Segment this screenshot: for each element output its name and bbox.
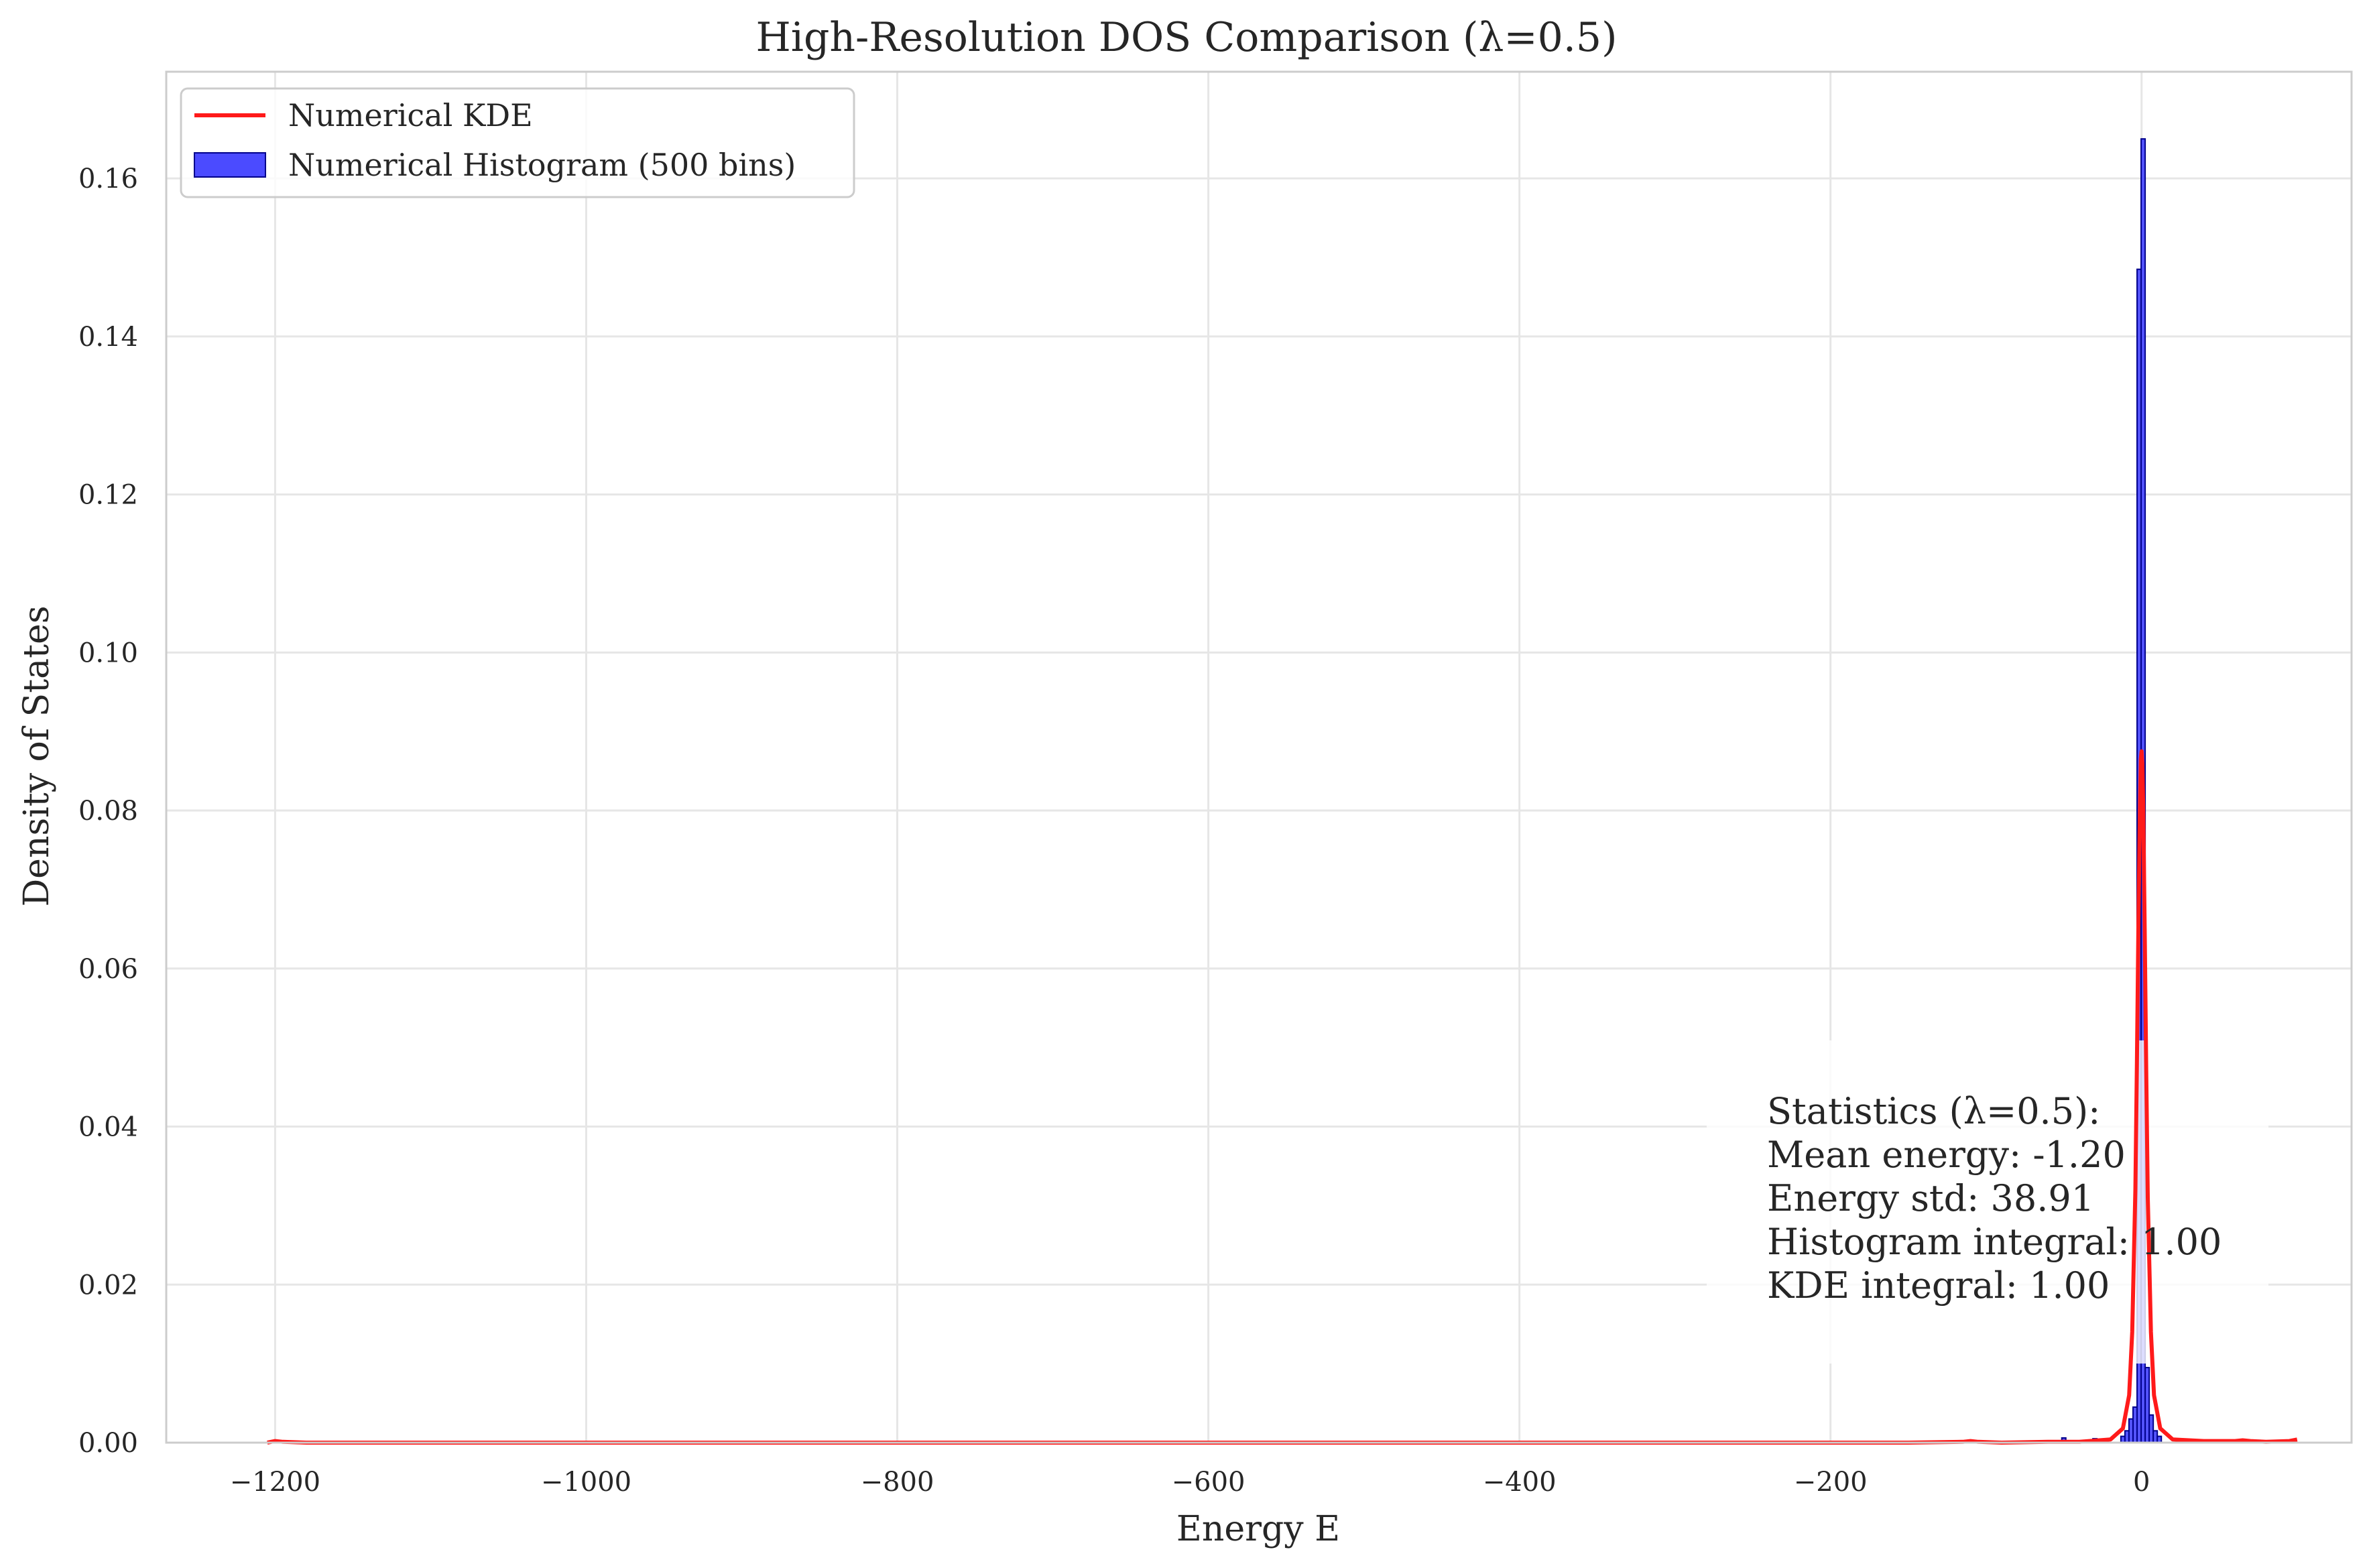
y-tick-label: 0.06 bbox=[78, 954, 138, 985]
y-tick-label: 0.12 bbox=[78, 480, 138, 511]
statistics-line: Histogram integral: 1.00 bbox=[1767, 1221, 2222, 1263]
plot-area bbox=[165, 70, 2353, 1445]
y-tick-label: 0.14 bbox=[78, 322, 138, 353]
x-tick-label: −800 bbox=[861, 1467, 934, 1498]
y-tick-label: 0.00 bbox=[78, 1428, 138, 1459]
y-tick-label: 0.10 bbox=[78, 638, 138, 668]
statistics-box bbox=[1707, 1040, 2268, 1364]
statistics-text: Statistics (λ=0.5):Mean energy: -1.20Ene… bbox=[1767, 1090, 2222, 1307]
x-axis-ticks: −1200 −1000 −800 −600 −400 −200 0 bbox=[230, 1467, 2150, 1498]
x-tick-label: −600 bbox=[1172, 1467, 1245, 1498]
x-tick-label: −200 bbox=[1794, 1467, 1868, 1498]
x-tick-label: −400 bbox=[1483, 1467, 1557, 1498]
statistics-line: Mean energy: -1.20 bbox=[1767, 1134, 2126, 1176]
x-tick-label: −1200 bbox=[230, 1467, 320, 1498]
statistics-line: Energy std: 38.91 bbox=[1767, 1177, 2094, 1219]
statistics-box-background bbox=[1707, 1040, 2268, 1364]
legend-histogram-swatch bbox=[194, 152, 266, 178]
x-tick-label: −1000 bbox=[541, 1467, 631, 1498]
y-tick-label: 0.04 bbox=[78, 1112, 138, 1143]
y-tick-label: 0.16 bbox=[78, 164, 138, 194]
y-axis-ticks: 0.00 0.02 0.04 0.06 0.08 0.10 0.12 0.14 0.16 bbox=[78, 164, 138, 1459]
y-axis-label: Density of States bbox=[17, 605, 57, 906]
legend-frame bbox=[180, 87, 855, 198]
legend-histogram-label: Numerical Histogram (500 bins) bbox=[288, 147, 796, 183]
y-tick-label: 0.02 bbox=[78, 1270, 138, 1301]
y-tick-label: 0.08 bbox=[78, 796, 138, 827]
statistics-line: Statistics (λ=0.5): bbox=[1767, 1090, 2100, 1132]
legend: Numerical KDE Numerical Histogram (500 b… bbox=[180, 87, 855, 198]
axes-frame bbox=[165, 70, 2353, 1444]
legend-kde-label: Numerical KDE bbox=[288, 97, 533, 133]
chart-title: High-Resolution DOS Comparison (λ=0.5) bbox=[755, 14, 1617, 61]
x-tick-label: 0 bbox=[2133, 1467, 2150, 1498]
x-axis-label: Energy E bbox=[1176, 1509, 1340, 1549]
statistics-line: KDE integral: 1.00 bbox=[1767, 1264, 2110, 1307]
